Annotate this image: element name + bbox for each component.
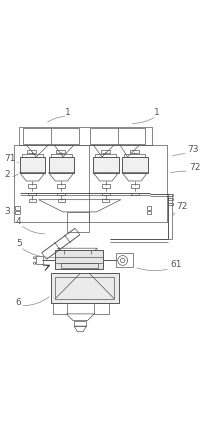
Bar bbox=[27, 150, 36, 153]
Bar bbox=[102, 193, 110, 195]
Bar bbox=[168, 194, 172, 196]
Text: 3: 3 bbox=[5, 207, 11, 216]
Bar bbox=[55, 250, 103, 269]
Bar bbox=[19, 127, 152, 145]
Bar bbox=[90, 128, 145, 144]
Bar bbox=[55, 277, 114, 299]
Bar bbox=[36, 256, 43, 264]
Bar bbox=[23, 128, 79, 144]
Bar bbox=[51, 154, 72, 157]
Text: 1: 1 bbox=[154, 108, 159, 117]
Bar bbox=[130, 150, 139, 153]
Bar bbox=[53, 303, 67, 314]
Bar bbox=[122, 157, 148, 172]
Bar bbox=[102, 184, 110, 188]
Bar bbox=[131, 193, 139, 195]
Bar bbox=[14, 145, 166, 222]
Bar bbox=[116, 253, 133, 267]
Text: 5: 5 bbox=[16, 239, 22, 248]
Text: 1: 1 bbox=[65, 108, 70, 117]
Bar bbox=[131, 184, 139, 188]
Bar bbox=[15, 211, 20, 214]
Bar bbox=[74, 321, 86, 326]
Text: 6: 6 bbox=[16, 298, 22, 307]
Bar bbox=[51, 273, 119, 303]
Bar bbox=[94, 303, 109, 314]
Text: 71: 71 bbox=[5, 155, 16, 163]
Bar bbox=[124, 154, 145, 157]
Bar bbox=[101, 150, 110, 153]
Bar bbox=[49, 157, 74, 172]
Bar bbox=[95, 154, 116, 157]
Text: 73: 73 bbox=[188, 145, 199, 155]
Bar bbox=[28, 193, 36, 195]
Bar bbox=[67, 212, 89, 232]
Bar bbox=[93, 157, 119, 172]
Bar bbox=[56, 150, 65, 153]
Bar bbox=[146, 211, 151, 214]
Bar bbox=[20, 157, 45, 172]
Text: 72: 72 bbox=[189, 163, 200, 172]
Bar bbox=[146, 206, 151, 210]
Bar bbox=[58, 199, 65, 202]
Bar bbox=[168, 202, 172, 205]
Bar bbox=[102, 199, 109, 202]
Bar bbox=[29, 199, 36, 202]
Text: 72: 72 bbox=[177, 202, 188, 211]
Text: 4: 4 bbox=[16, 217, 22, 226]
Bar bbox=[57, 193, 65, 195]
Bar bbox=[22, 154, 43, 157]
Bar bbox=[15, 206, 20, 210]
Bar bbox=[28, 184, 36, 188]
Bar bbox=[57, 184, 65, 188]
Bar bbox=[168, 198, 172, 200]
Text: 61: 61 bbox=[170, 260, 181, 269]
Bar bbox=[61, 263, 97, 268]
Text: 2: 2 bbox=[5, 170, 10, 179]
